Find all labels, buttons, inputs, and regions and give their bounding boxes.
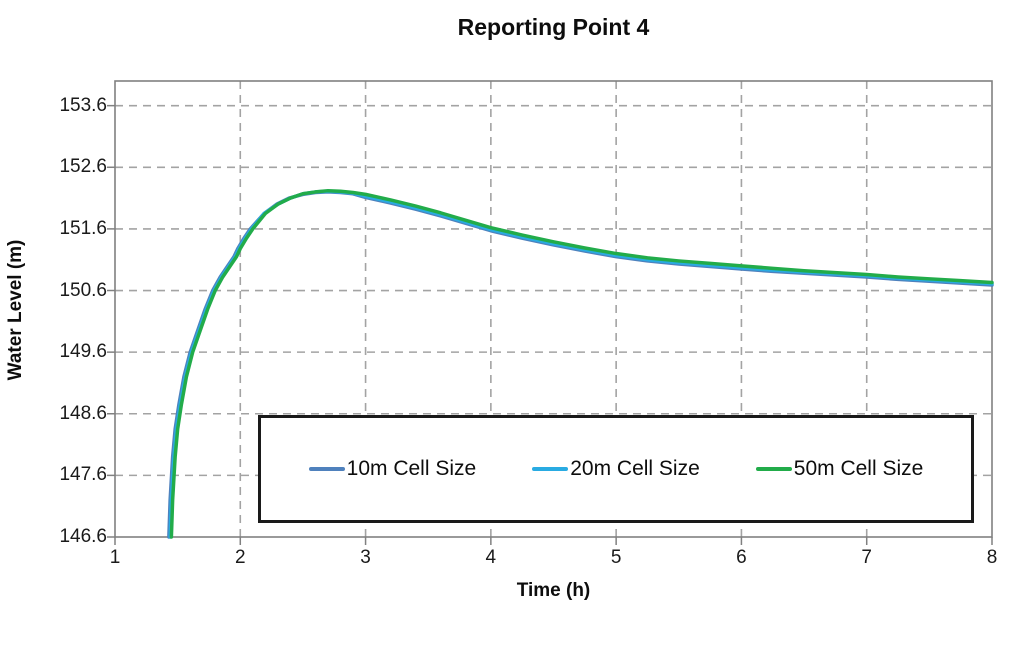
- line-swatch-icon: [532, 467, 569, 471]
- y-tick-label: 153.6: [59, 94, 107, 116]
- line-swatch-icon: [755, 467, 792, 471]
- x-tick-label: 6: [736, 547, 747, 568]
- line-swatch-icon: [308, 467, 345, 471]
- x-tick-label: 2: [234, 547, 246, 568]
- x-tick-label: 8: [986, 547, 998, 568]
- y-tick-label: 148.6: [59, 402, 107, 424]
- chart-title: Reporting Point 4: [457, 14, 650, 40]
- x-axis-title: Time (h): [516, 580, 591, 601]
- y-tick-label: 146.6: [59, 526, 107, 547]
- legend-label: 50m Cell Size: [793, 457, 924, 480]
- legend: 10m Cell Size 20m Cell Size 50m Cell Siz…: [258, 415, 974, 523]
- series-line-50m-cell-size: [169, 188, 994, 539]
- x-tick-label: 7: [861, 547, 872, 568]
- y-tick-label: 147.6: [59, 464, 107, 486]
- y-axis-title: Water Level (m): [5, 239, 26, 381]
- legend-entry-10m-cell-size: 10m Cell Size: [308, 457, 477, 481]
- legend-label: 20m Cell Size: [570, 457, 700, 480]
- x-tick-label: 5: [610, 547, 622, 568]
- legend-entry-20m-cell-size: 20m Cell Size: [532, 457, 700, 481]
- x-tick-label: 4: [485, 547, 497, 568]
- y-tick-label: 149.6: [59, 341, 107, 363]
- y-tick-label: 152.6: [59, 156, 107, 178]
- plot-area: [107, 80, 994, 545]
- plot-border: [114, 80, 993, 538]
- legend-label: 10m Cell Size: [346, 457, 477, 480]
- plot-canvas: [107, 80, 994, 545]
- y-tick-label: 150.6: [59, 279, 107, 301]
- y-tick-label: 151.6: [59, 217, 107, 239]
- x-tick-label: 1: [109, 547, 121, 568]
- legend-entry-50m-cell-size: 50m Cell Size: [755, 457, 924, 481]
- x-tick-label: 3: [360, 547, 371, 568]
